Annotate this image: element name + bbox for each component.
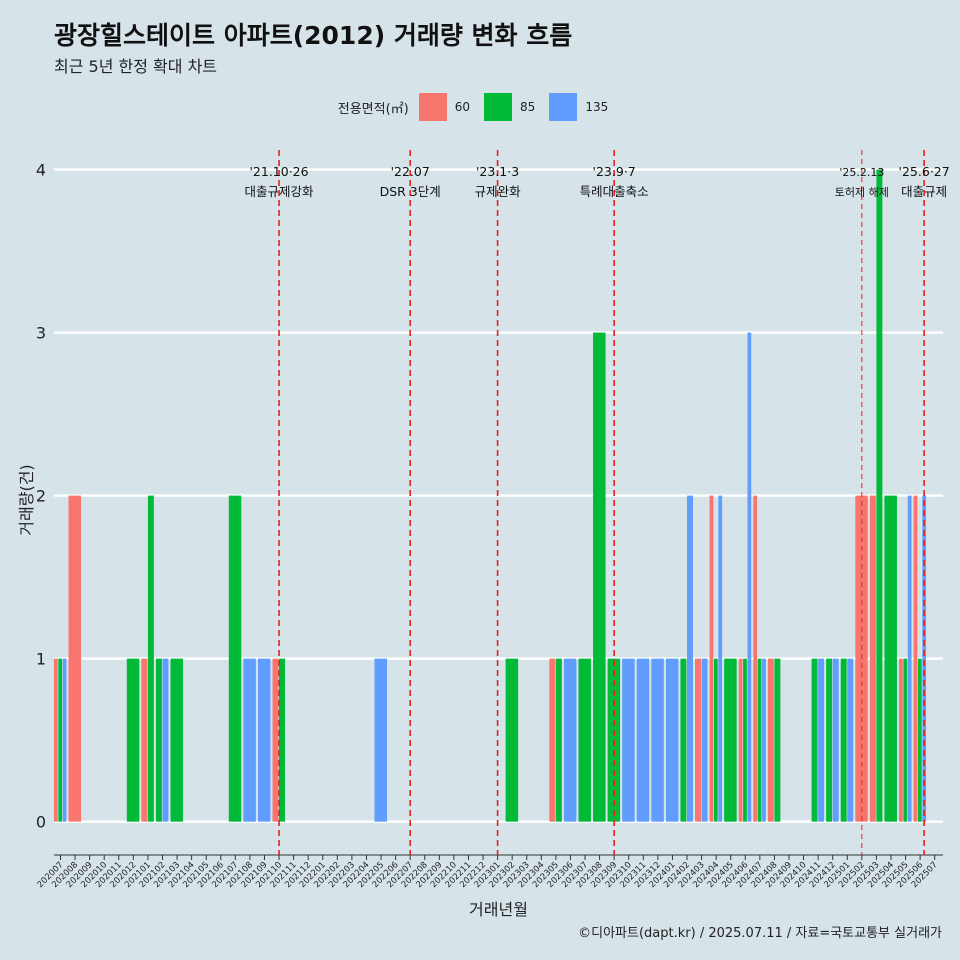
bar-135-202411 <box>818 658 825 822</box>
event-date-label: '25.6·27 <box>899 164 950 179</box>
bar-135-202108 <box>243 658 256 822</box>
legend-swatch-60 <box>418 93 447 121</box>
y-tick-label: 2 <box>36 487 46 506</box>
bar-60-202404 <box>709 495 714 822</box>
bar-135-202311 <box>636 658 650 822</box>
legend: 전용면적(㎡) 60 85 135 <box>0 92 960 122</box>
legend-title: 전용면적(㎡) <box>337 101 409 117</box>
y-tick-label: 1 <box>36 650 46 669</box>
page-subtitle: 최근 5년 한정 확대 차트 <box>54 57 218 76</box>
event-date-label: '21.10·26 <box>249 164 308 179</box>
bar-85-202305 <box>555 658 562 822</box>
bar-85-202101 <box>147 495 154 822</box>
y-tick-label: 4 <box>36 161 46 180</box>
bar-85-202504 <box>884 495 897 822</box>
source-caption: ©디아파트(dapt.kr) / 2025.07.11 / 자료=국토교통부 실… <box>578 926 942 941</box>
event-date-label: '22.07 <box>391 164 430 179</box>
bar-135-202506 <box>922 495 927 822</box>
bar-60-202305 <box>549 658 556 822</box>
bar-60-202008 <box>68 495 82 822</box>
legend-swatch-85 <box>484 93 513 121</box>
event-date-label: '25.2.13 <box>839 166 884 179</box>
bar-85-202102 <box>155 658 162 822</box>
legend-swatch-135 <box>549 93 578 121</box>
bar-60-202506 <box>913 495 918 822</box>
bar-85-202405 <box>724 658 737 822</box>
bar-85-202007 <box>58 658 63 822</box>
page-title: 광장힐스테이트 아파트(2012) 거래량 변화 흐름 <box>54 21 573 50</box>
bar-85-202411 <box>811 658 818 822</box>
bar-135-202401 <box>665 658 679 822</box>
bar-60-202403 <box>695 658 701 822</box>
bar-135-202312 <box>651 658 664 822</box>
bar-135-202306 <box>563 658 577 822</box>
bar-85-202506 <box>917 658 922 822</box>
bar-85-202404 <box>713 658 718 822</box>
bar-85-202307 <box>578 658 591 822</box>
legend-item-60: 60 <box>418 93 478 121</box>
y-axis-title: 거래량(건) <box>17 464 36 535</box>
y-tick-label: 0 <box>36 813 46 832</box>
bar-60-202101 <box>141 658 148 822</box>
y-tick-label: 3 <box>36 324 46 343</box>
bar-85-202012 <box>126 658 140 822</box>
bar-60-202406 <box>738 658 743 822</box>
bar-135-202404 <box>718 495 723 822</box>
bar-85-202503 <box>876 169 883 822</box>
bar-135-202310 <box>622 658 635 822</box>
bar-85-202412 <box>826 658 833 822</box>
bar-60-202110 <box>272 658 279 822</box>
bar-135-202402 <box>687 495 693 822</box>
event-text-label: 대출규제강화 <box>245 184 315 199</box>
bar-135-202407 <box>762 658 766 822</box>
bar-85-202505 <box>903 658 908 822</box>
bar-135-202109 <box>257 658 271 822</box>
bar-85-202110 <box>279 658 286 822</box>
event-text-label: 규제완화 <box>475 184 522 199</box>
bar-60-202407 <box>753 495 758 822</box>
legend-item-85: 85 <box>484 93 543 121</box>
bar-60-202505 <box>899 658 903 822</box>
legend-label-135: 135 <box>585 100 609 114</box>
bar-135-202406 <box>747 332 752 822</box>
bar-60-202007 <box>53 658 58 822</box>
bar-135-202505 <box>907 495 912 822</box>
bar-135-202403 <box>701 658 708 822</box>
bar-60-202503 <box>869 495 876 822</box>
bar-85-202308 <box>593 332 606 822</box>
bar-135-202412 <box>832 658 839 822</box>
bar-135-202205 <box>374 658 387 822</box>
bar-60-202408 <box>767 658 774 822</box>
bar-135-202007 <box>62 658 67 822</box>
bar-85-202402 <box>680 658 687 822</box>
bar-135-202501 <box>847 658 854 822</box>
bar-85-202107 <box>228 495 242 822</box>
bar-135-202102 <box>162 658 169 822</box>
event-text-label: 특례대출축소 <box>580 184 649 199</box>
event-date-label: '23.1·3 <box>476 164 519 179</box>
legend-item-135: 135 <box>549 93 616 121</box>
legend-label-85: 85 <box>520 100 536 114</box>
bar-85-202408 <box>774 658 781 822</box>
bar-85-202407 <box>757 658 762 822</box>
event-text-label: 대출규제 <box>901 184 947 199</box>
bar-85-202406 <box>743 658 747 822</box>
legend-label-60: 60 <box>454 100 471 114</box>
x-axis-title: 거래년월 <box>469 900 528 919</box>
event-date-label: '23.9·7 <box>593 164 636 179</box>
bar-85-202302 <box>505 658 519 822</box>
bar-85-202103 <box>170 658 184 822</box>
event-text-label: 토허제 해제 <box>835 185 889 199</box>
event-text-label: DSR 3단계 <box>380 184 441 199</box>
bar-85-202501 <box>840 658 847 822</box>
